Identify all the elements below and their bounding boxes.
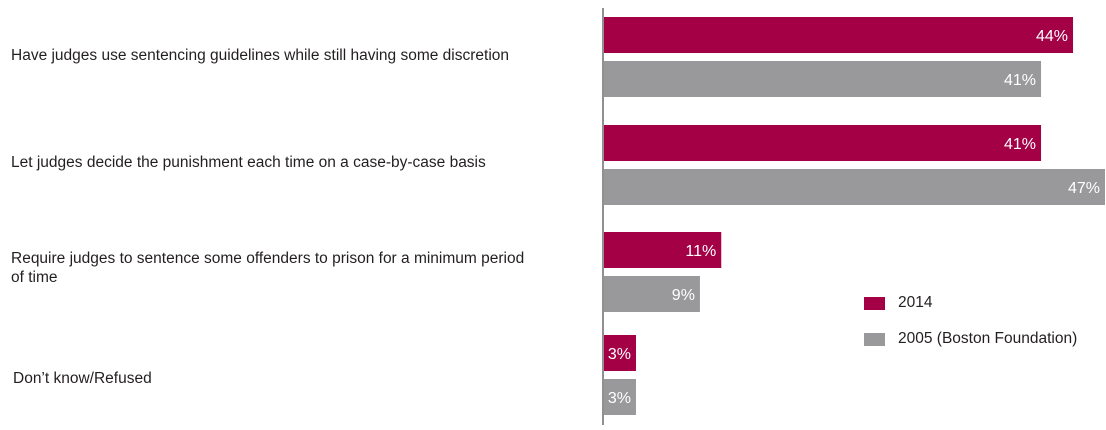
data-label-2014-cat2: 11% <box>685 243 716 260</box>
bar-2014-cat3 <box>604 335 636 371</box>
legend-label-2014: 2014 <box>898 294 933 311</box>
legend-item-2014: 2014 <box>864 293 1077 313</box>
data-label-2005-cat3: 3% <box>608 390 631 407</box>
data-label-2014-cat3: 3% <box>608 346 631 363</box>
category-label-dont-know: Don’t know/Refused <box>13 370 152 387</box>
category-label-guidelines: Have judges use sentencing guidelines wh… <box>11 47 510 64</box>
bar-2014-cat2 <box>604 232 722 268</box>
bar-2014-cat0 <box>604 17 1074 53</box>
data-label-2014-cat1: 41% <box>1004 136 1036 153</box>
data-label-2005-cat1: 47% <box>1068 180 1100 197</box>
legend-item-2005: 2005 (Boston Foundation) <box>864 329 1077 349</box>
bar-2014-cat1 <box>604 125 1042 161</box>
category-label-minimum-sentence: Require judges to sentence some offender… <box>11 250 525 286</box>
bar-2005-cat1 <box>604 169 1105 205</box>
data-label-2014-cat0: 44% <box>1036 28 1068 45</box>
bars-group: 44% 41% 41% 47% 11% 9% 3% 3% <box>604 17 1105 415</box>
bar-2005-cat2 <box>604 276 700 312</box>
legend: 2014 2005 (Boston Foundation) <box>864 293 1077 349</box>
bar-2005-cat0 <box>604 61 1042 97</box>
legend-swatch-2014 <box>864 296 885 310</box>
legend-label-2005: 2005 (Boston Foundation) <box>898 330 1078 347</box>
bar-2005-cat3 <box>604 379 636 415</box>
category-label-case-by-case: Let judges decide the punishment each ti… <box>11 154 486 171</box>
data-label-2005-cat2: 9% <box>672 287 695 304</box>
legend-swatch-2005 <box>864 332 885 346</box>
data-label-2005-cat0: 41% <box>1004 72 1036 89</box>
